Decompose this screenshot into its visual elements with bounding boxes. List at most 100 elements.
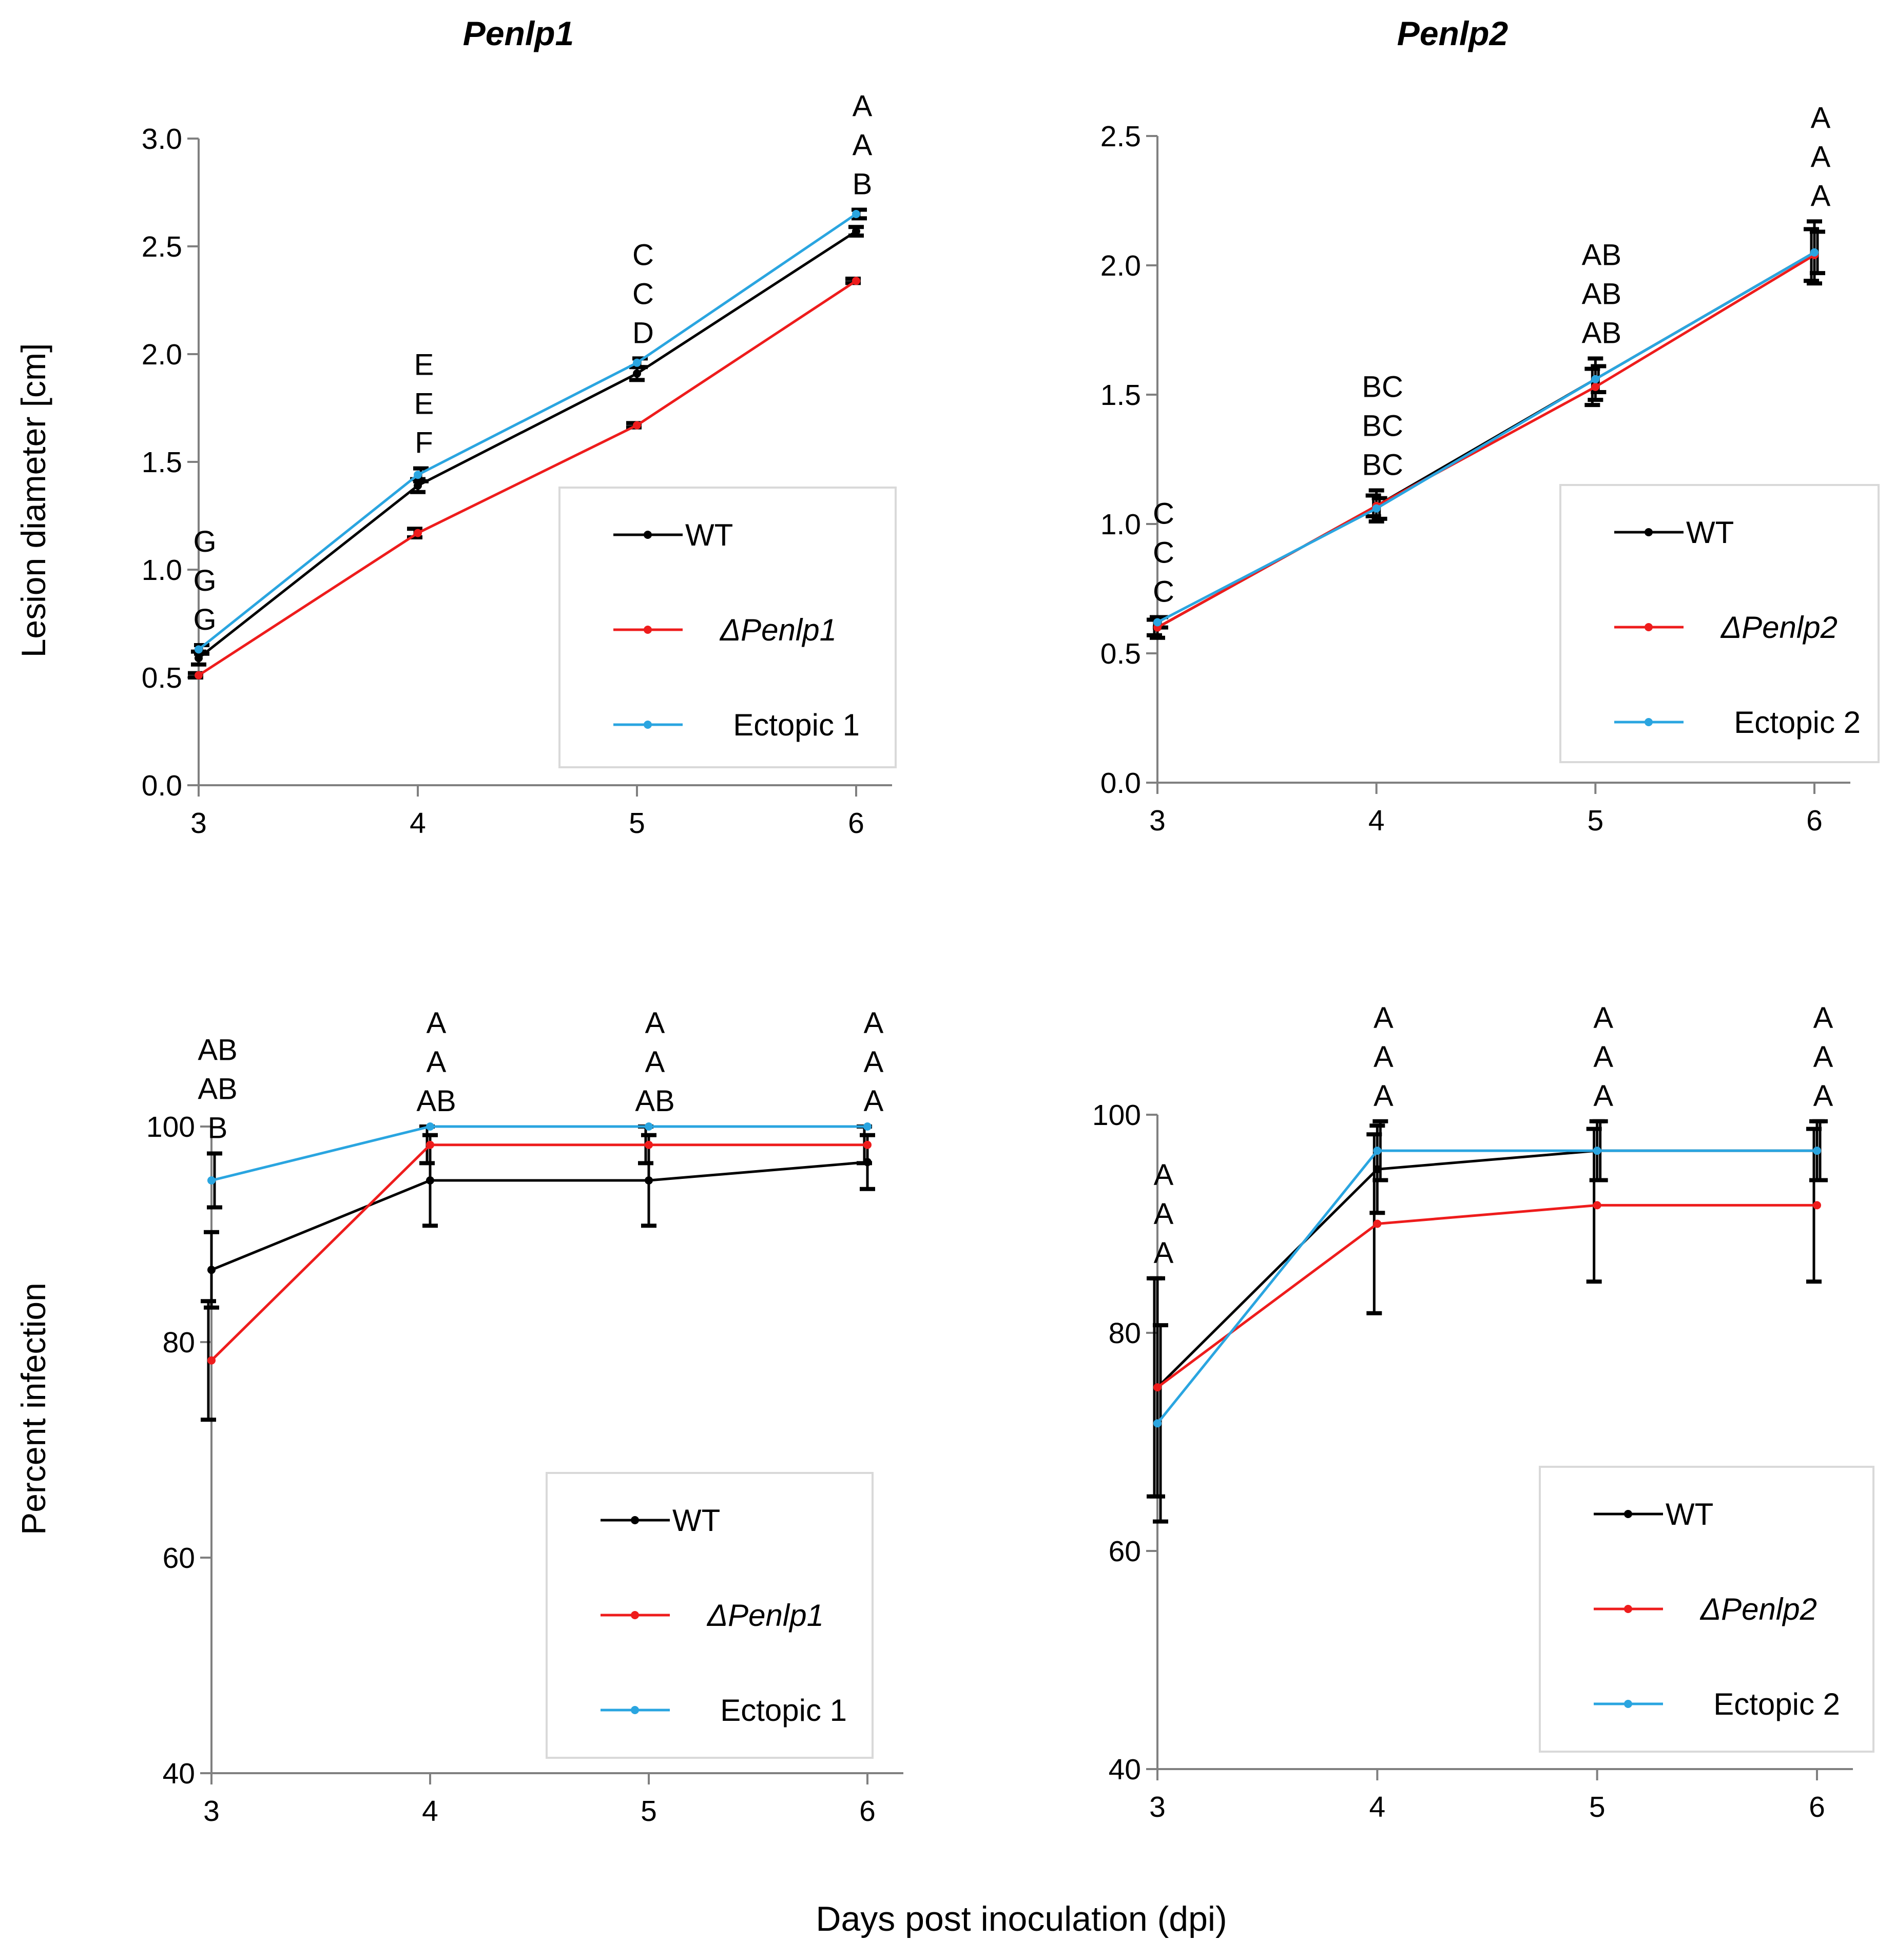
x-tick-label: 4 [1368,804,1385,837]
data-point [1593,1201,1601,1210]
y-tick-label: 1.0 [142,554,182,587]
significance-letter: A [1154,1158,1174,1192]
y-tick-label: 2.5 [1100,120,1141,153]
significance-letter: A [864,1006,884,1040]
x-tick-label: 4 [410,807,426,840]
significance-letter: A [1593,1079,1613,1113]
legend-label: ΔPenlp1 [706,1598,824,1633]
significance-letter: A [1154,1236,1174,1270]
data-point [414,481,422,490]
data-point [863,1140,872,1149]
significance-letter: E [414,387,434,421]
significance-letter: G [193,525,216,558]
legend-label: WT [1666,1497,1713,1531]
data-point [426,1176,434,1185]
significance-letter: D [632,316,654,350]
series-line-WT [198,230,857,659]
series-WT [204,1133,875,1310]
data-point [207,1266,216,1274]
series-line-WT [211,1160,868,1271]
legend-box [1559,484,1880,763]
legend-label: Ectopic 2 [1713,1687,1840,1721]
x-tick-label: 5 [1589,1791,1606,1823]
data-point [645,1140,653,1149]
legend-swatch-marker [644,626,652,634]
legend-swatch-marker [1624,1510,1632,1518]
y-tick-label: 2.0 [142,338,182,371]
significance-letter: C [1153,536,1174,569]
significance-letter: A [427,1006,447,1040]
significance-letter: B [208,1112,228,1145]
chart-title: Penlp1 [463,14,574,52]
x-tick-label: 3 [190,807,207,840]
legend-label: WT [1686,515,1734,550]
significance-letter: BC [1362,370,1403,403]
y-axis-label-top: Lesion diameter [cm] [14,343,52,658]
x-tick-label: 6 [1806,804,1823,837]
data-point [852,210,860,218]
significance-letter: A [1811,140,1831,173]
significance-letter: B [853,168,873,201]
series-line-mutant [1156,1204,1817,1389]
y-tick-label: 2.5 [142,230,182,263]
data-point [414,529,422,537]
data-point [863,1158,872,1167]
legend-label: ΔPenlp2 [1699,1592,1817,1626]
y-tick-label: 60 [163,1542,195,1575]
significance-letter: A [427,1045,447,1079]
series-line-ectopic [1156,1149,1817,1424]
x-tick-label: 3 [1149,804,1166,837]
y-tick-label: 100 [146,1111,195,1143]
data-point [207,1176,216,1185]
data-point [426,1122,434,1131]
significance-letter: A [1811,101,1831,134]
data-point [195,654,203,663]
significance-letter: E [414,348,434,382]
significance-letter: A [1813,1001,1833,1035]
significance-letter: BC [1362,448,1403,481]
data-point [1810,248,1819,257]
y-tick-label: 1.0 [1100,508,1141,541]
series-line-mutant [210,1143,867,1362]
legend-label: ΔPenlp1 [719,613,837,647]
significance-letter: AB [1582,238,1621,271]
significance-letter: A [1374,1040,1394,1074]
significance-letter: BC [1362,409,1403,442]
data-point [1373,1219,1382,1228]
x-tick-label: 5 [641,1795,657,1828]
significance-letter: C [632,238,654,271]
x-tick-label: 3 [1149,1791,1166,1823]
significance-letter: AB [1582,277,1621,311]
series-line-WT [1156,1149,1817,1389]
y-tick-label: 3.0 [142,123,182,156]
significance-letter: A [1813,1079,1833,1113]
data-point [1591,375,1600,383]
x-tick-label: 6 [848,807,864,840]
legend-label: ΔPenlp2 [1720,610,1838,645]
y-axis-label-bottom: Percent infection [14,1283,52,1535]
data-point [426,1140,434,1149]
legend: WT ΔPenlp2 Ectopic 2 [1539,1466,1874,1753]
data-point [1373,1165,1382,1174]
data-point [195,671,203,680]
x-tick-label: 3 [203,1795,220,1828]
y-tick-label: 80 [1109,1317,1141,1350]
significance-letter: A [864,1045,884,1079]
significance-letter: A [1593,1040,1613,1074]
legend: WT ΔPenlp1 Ectopic 1 [546,1472,874,1759]
series-line-mutant [198,280,857,676]
data-point [1813,1201,1821,1210]
data-point [645,1122,653,1131]
legend-label: Ectopic 1 [720,1693,847,1728]
data-point [633,369,641,378]
data-point [195,645,203,654]
legend-swatch-marker [644,531,652,539]
legend-label: WT [685,518,733,552]
significance-letter: A [1154,1197,1174,1231]
significance-letter: F [415,426,433,460]
y-tick-label: 0.0 [1100,767,1141,800]
data-point [1153,1383,1162,1392]
